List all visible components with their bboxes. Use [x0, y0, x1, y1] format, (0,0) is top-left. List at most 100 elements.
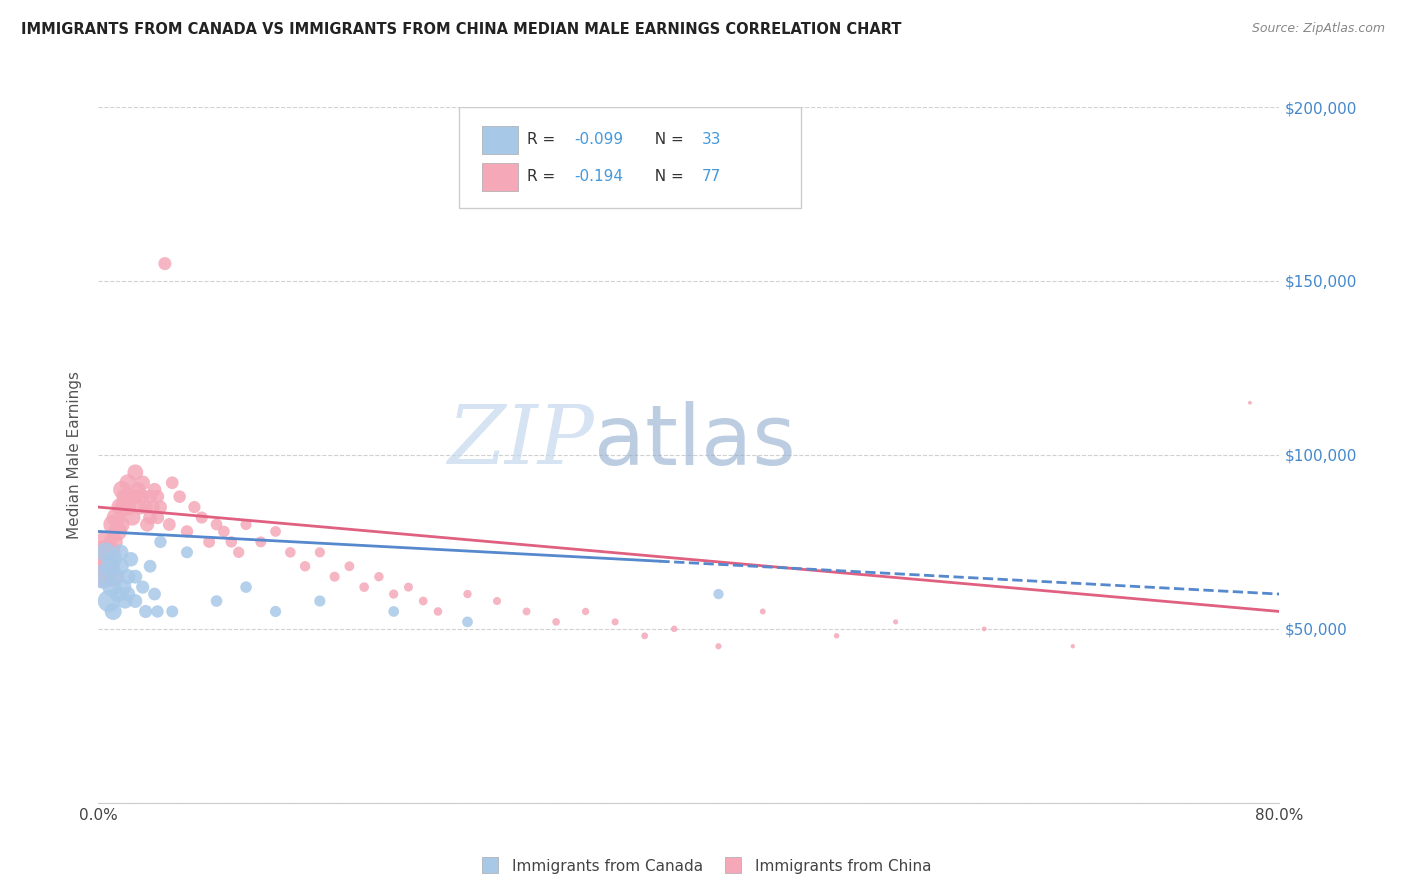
Text: 33: 33 — [702, 132, 721, 147]
Point — [90, 559, 112, 574]
Point — [515, 605, 537, 619]
Point — [456, 615, 478, 629]
Point — [120, 552, 142, 566]
Point — [97, 594, 120, 608]
Point — [132, 490, 155, 504]
Point — [278, 545, 302, 559]
Point — [110, 545, 132, 559]
Point — [176, 524, 198, 539]
Point — [486, 594, 509, 608]
Point — [121, 510, 143, 524]
Point — [162, 605, 183, 619]
Point — [664, 622, 686, 636]
Point — [117, 587, 139, 601]
Point — [412, 594, 434, 608]
Point — [117, 570, 139, 584]
Point — [973, 622, 995, 636]
Bar — [482, 126, 517, 153]
Point — [103, 517, 125, 532]
Point — [309, 545, 332, 559]
Point — [117, 475, 139, 490]
Point — [183, 500, 205, 514]
Point — [136, 517, 159, 532]
Point — [117, 500, 139, 514]
Point — [1062, 639, 1084, 653]
Point — [205, 594, 228, 608]
Text: Source: ZipAtlas.com: Source: ZipAtlas.com — [1251, 22, 1385, 36]
Point — [250, 534, 273, 549]
Point — [143, 587, 166, 601]
Point — [132, 580, 155, 594]
Point — [112, 500, 135, 514]
Point — [94, 534, 117, 549]
Text: N =: N = — [645, 169, 689, 184]
Point — [97, 559, 120, 574]
Point — [339, 559, 360, 574]
Point — [633, 629, 655, 643]
Point — [91, 570, 114, 584]
Point — [114, 594, 136, 608]
Point — [98, 545, 121, 559]
Point — [110, 559, 132, 574]
Text: ZIP: ZIP — [447, 401, 595, 481]
Point — [707, 639, 730, 653]
Point — [107, 524, 129, 539]
Point — [142, 500, 165, 514]
Point — [368, 570, 391, 584]
Point — [127, 483, 149, 497]
Point — [574, 605, 596, 619]
Point — [114, 490, 136, 504]
Point — [124, 570, 146, 584]
Point — [235, 580, 257, 594]
Text: R =: R = — [527, 132, 560, 147]
Point — [264, 524, 287, 539]
Point — [546, 615, 568, 629]
Point — [91, 545, 114, 559]
Point — [382, 587, 405, 601]
Point — [143, 483, 166, 497]
Point — [219, 534, 242, 549]
Point — [198, 534, 221, 549]
Point — [294, 559, 316, 574]
Point — [264, 605, 287, 619]
Point — [456, 587, 478, 601]
Point — [110, 500, 132, 514]
Point — [139, 559, 162, 574]
Point — [98, 559, 121, 574]
FancyBboxPatch shape — [458, 107, 801, 208]
Point — [235, 517, 257, 532]
Point — [162, 475, 183, 490]
Point — [396, 580, 419, 594]
Point — [1239, 396, 1261, 410]
Point — [93, 570, 115, 584]
Point — [103, 534, 125, 549]
Point — [128, 500, 150, 514]
Point — [169, 490, 191, 504]
Point — [825, 629, 848, 643]
Legend: Immigrants from Canada, Immigrants from China: Immigrants from Canada, Immigrants from … — [468, 853, 938, 880]
Point — [100, 580, 122, 594]
Point — [212, 524, 235, 539]
Point — [153, 256, 176, 270]
Point — [149, 500, 172, 514]
Point — [103, 552, 125, 566]
Point — [124, 466, 146, 480]
Point — [105, 510, 128, 524]
Text: N =: N = — [645, 132, 689, 147]
Point — [132, 475, 155, 490]
Point — [176, 545, 198, 559]
Point — [884, 615, 907, 629]
Point — [605, 615, 627, 629]
Point — [103, 605, 125, 619]
Point — [100, 570, 122, 584]
Text: 77: 77 — [702, 169, 721, 184]
Text: -0.099: -0.099 — [575, 132, 623, 147]
Point — [139, 490, 162, 504]
Point — [124, 490, 146, 504]
Point — [707, 587, 730, 601]
Point — [96, 552, 118, 566]
Text: atlas: atlas — [595, 401, 796, 482]
Point — [323, 570, 346, 584]
Point — [427, 605, 450, 619]
Y-axis label: Median Male Earnings: Median Male Earnings — [67, 371, 83, 539]
